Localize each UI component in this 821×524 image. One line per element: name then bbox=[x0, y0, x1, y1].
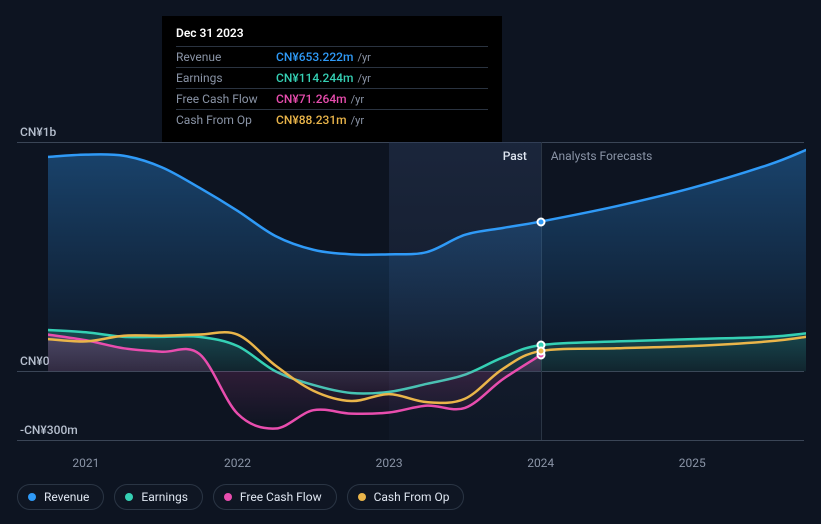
chart-legend: Revenue Earnings Free Cash Flow Cash From O… bbox=[17, 484, 464, 510]
tooltip-row-label: Earnings bbox=[176, 71, 276, 85]
series-marker-revenue bbox=[536, 217, 545, 226]
legend-dot-icon bbox=[125, 493, 133, 501]
x-tick-label: 2023 bbox=[376, 456, 403, 470]
y-gridline bbox=[17, 440, 804, 441]
chart-plot[interactable] bbox=[48, 142, 806, 440]
legend-item-cash-from-op[interactable]: Cash From Op bbox=[347, 484, 465, 510]
tooltip-row-label: Cash From Op bbox=[176, 113, 276, 127]
legend-item-earnings[interactable]: Earnings bbox=[114, 484, 203, 510]
x-tick-label: 2021 bbox=[72, 456, 99, 470]
tooltip-date: Dec 31 2023 bbox=[176, 26, 488, 40]
tooltip-row-value: CN¥653.222m bbox=[276, 50, 353, 64]
series-marker-cash-from-op bbox=[536, 347, 545, 356]
legend-item-revenue[interactable]: Revenue bbox=[17, 484, 104, 510]
y-tick-label: CN¥1b bbox=[20, 125, 56, 139]
tooltip-row-value: CN¥114.244m bbox=[276, 71, 353, 85]
legend-dot-icon bbox=[224, 493, 232, 501]
tooltip-row-label: Free Cash Flow bbox=[176, 92, 276, 106]
legend-item-label: Cash From Op bbox=[374, 490, 450, 504]
tooltip-row-cash-from-op: Cash From OpCN¥88.231m/yr bbox=[176, 109, 488, 130]
tooltip-row-label: Revenue bbox=[176, 50, 276, 64]
y-tick-label: CN¥0 bbox=[20, 354, 50, 368]
legend-dot-icon bbox=[358, 493, 366, 501]
legend-item-label: Free Cash Flow bbox=[240, 490, 322, 504]
tooltip-row-value: CN¥88.231m bbox=[276, 113, 347, 127]
chart-container: CN¥1bCN¥0-CN¥300m PastAnalysts Forecasts… bbox=[0, 0, 821, 524]
x-tick-label: 2025 bbox=[679, 456, 706, 470]
tooltip-row-unit: /yr bbox=[357, 51, 370, 64]
legend-item-label: Revenue bbox=[44, 490, 89, 504]
legend-item-label: Earnings bbox=[141, 490, 188, 504]
tooltip-row-revenue: RevenueCN¥653.222m/yr bbox=[176, 46, 488, 67]
legend-dot-icon bbox=[28, 493, 36, 501]
tooltip-row-value: CN¥71.264m bbox=[276, 92, 347, 106]
chart-tooltip: Dec 31 2023 RevenueCN¥653.222m/yrEarning… bbox=[162, 16, 502, 142]
tooltip-row-unit: /yr bbox=[351, 93, 364, 106]
legend-item-free-cash-flow[interactable]: Free Cash Flow bbox=[213, 484, 337, 510]
tooltip-row-unit: /yr bbox=[357, 72, 370, 85]
tooltip-row-free-cash-flow: Free Cash FlowCN¥71.264m/yr bbox=[176, 88, 488, 109]
x-tick-label: 2024 bbox=[527, 456, 554, 470]
x-tick-label: 2022 bbox=[224, 456, 251, 470]
tooltip-row-unit: /yr bbox=[351, 114, 364, 127]
tooltip-row-earnings: EarningsCN¥114.244m/yr bbox=[176, 67, 488, 88]
